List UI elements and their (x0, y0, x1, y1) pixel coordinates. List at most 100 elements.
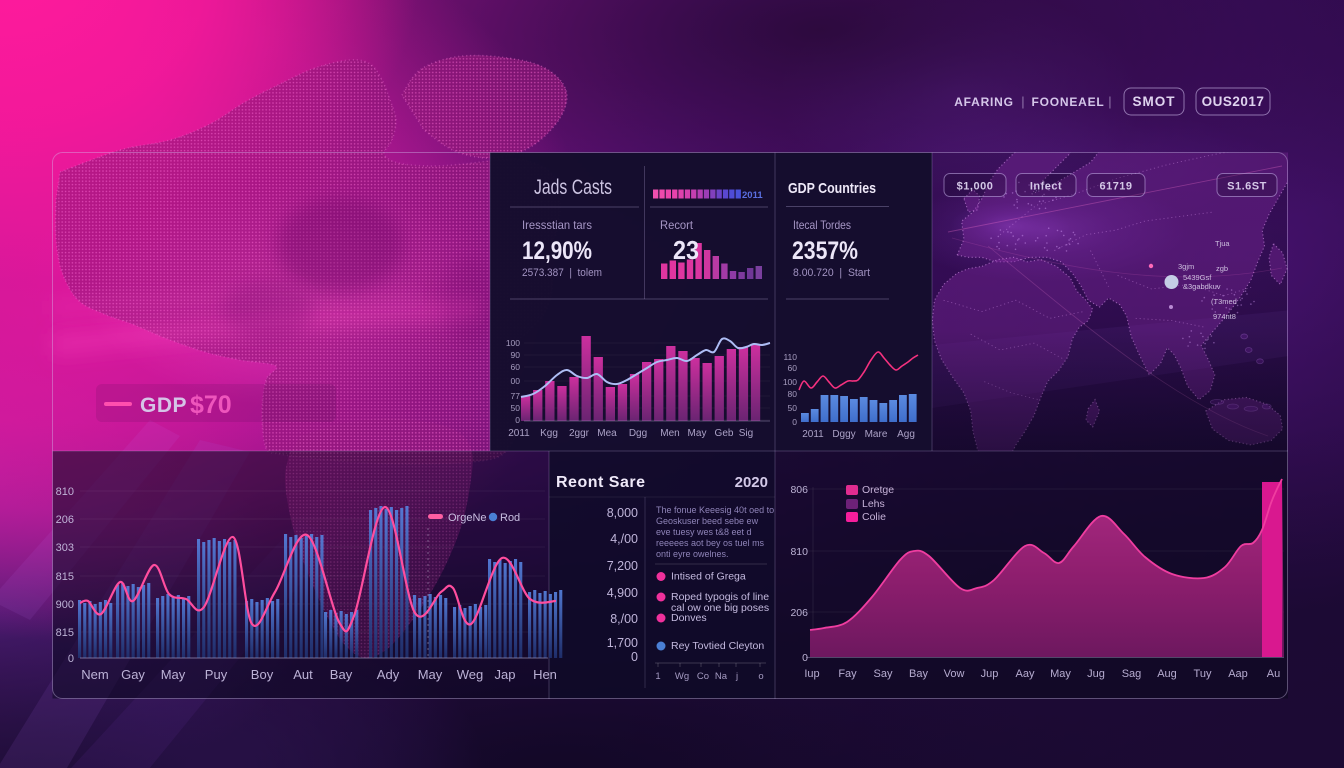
svg-text:80: 80 (788, 389, 798, 399)
svg-text:Puy: Puy (205, 667, 228, 682)
svg-text:206: 206 (790, 607, 808, 619)
svg-text:Aut: Aut (293, 667, 313, 682)
svg-text:Vow: Vow (944, 668, 965, 680)
svg-text:SMOT: SMOT (1133, 94, 1176, 109)
svg-text:May: May (161, 667, 186, 682)
svg-text:810: 810 (790, 546, 808, 558)
svg-text:900: 900 (56, 599, 74, 611)
svg-text:Tjua: Tjua (1215, 239, 1230, 248)
svg-text:|: | (1021, 94, 1024, 109)
svg-text:Recort: Recort (660, 218, 694, 232)
svg-text:GDP Countries: GDP Countries (788, 180, 876, 197)
svg-text:1,700: 1,700 (607, 636, 638, 650)
svg-text:Jup: Jup (981, 668, 999, 680)
svg-text:Dgg: Dgg (629, 428, 647, 439)
svg-text:8,/00: 8,/00 (610, 612, 638, 626)
svg-text:S1.6ST: S1.6ST (1227, 181, 1267, 193)
svg-text:1: 1 (655, 671, 660, 682)
svg-text:61719: 61719 (1099, 181, 1132, 193)
svg-text:onti eyre owelnes.: onti eyre owelnes. (656, 549, 729, 559)
svg-text:0: 0 (802, 652, 808, 664)
svg-text:OrgeNe: OrgeNe (448, 512, 487, 524)
svg-text:4,/00: 4,/00 (610, 532, 638, 546)
svg-text:2020: 2020 (735, 474, 768, 491)
svg-text:Colie: Colie (862, 511, 886, 523)
svg-text:90: 90 (511, 350, 521, 360)
svg-text:5439Gsf: 5439Gsf (1183, 273, 1212, 282)
svg-text:Boy: Boy (251, 667, 274, 682)
svg-text:Oretge: Oretge (862, 484, 894, 496)
svg-text:50: 50 (788, 403, 798, 413)
svg-text:Jads Casts: Jads Casts (534, 176, 612, 199)
svg-text:0: 0 (631, 650, 638, 664)
svg-text:3gjm: 3gjm (1178, 262, 1194, 271)
svg-text:Mare: Mare (865, 429, 888, 440)
svg-text:May: May (688, 428, 707, 439)
svg-text:FOONEAEL: FOONEAEL (1031, 95, 1104, 109)
svg-text:(T3med: (T3med (1211, 297, 1237, 306)
svg-text:Infect: Infect (1030, 181, 1062, 193)
svg-text:Ady: Ady (377, 667, 400, 682)
svg-text:Co: Co (697, 671, 709, 682)
svg-text:$70: $70 (190, 391, 232, 419)
svg-text:$1,000: $1,000 (957, 181, 994, 193)
svg-text:Au: Au (1267, 668, 1280, 680)
svg-text:Mea: Mea (597, 428, 617, 439)
svg-text:Say: Say (874, 668, 893, 680)
svg-text:815: 815 (56, 571, 74, 583)
svg-text:0: 0 (515, 415, 520, 425)
svg-text:zgb: zgb (1216, 264, 1228, 273)
svg-text:50: 50 (511, 403, 521, 413)
svg-text:8.00.720 | Start: 8.00.720 | Start (793, 267, 870, 279)
svg-text:0: 0 (68, 653, 74, 665)
svg-text:Tuy: Tuy (1194, 668, 1212, 680)
svg-text:Dggy: Dggy (832, 429, 855, 440)
svg-text:Reont Sare: Reont Sare (556, 474, 645, 491)
svg-text:0: 0 (792, 417, 797, 427)
svg-text:Bay: Bay (330, 667, 353, 682)
svg-text:Weg: Weg (457, 667, 484, 682)
svg-text:Rod: Rod (500, 512, 520, 524)
svg-text:eve tuesy wes t&8 eet d: eve tuesy wes t&8 eet d (656, 527, 752, 537)
svg-text:77: 77 (511, 391, 521, 401)
svg-text:110: 110 (783, 352, 797, 362)
svg-text:Geoskuser beed sebe ew: Geoskuser beed sebe ew (656, 516, 759, 526)
svg-text:Men: Men (660, 428, 679, 439)
svg-text:cal ow one big poses: cal ow one big poses (671, 602, 769, 614)
svg-text:810: 810 (56, 486, 74, 498)
svg-text:7,200: 7,200 (607, 559, 638, 573)
svg-text:Agg: Agg (897, 429, 915, 440)
svg-text:&3gabdkuv: &3gabdkuv (1183, 282, 1221, 291)
svg-text:Roped typogis of line: Roped typogis of line (671, 591, 769, 603)
svg-text:May: May (418, 667, 443, 682)
svg-text:Geb: Geb (715, 428, 734, 439)
svg-text:2011: 2011 (802, 429, 824, 440)
svg-text:reeeees aot bey os tuel ms: reeeees aot bey os tuel ms (656, 538, 765, 548)
svg-text:Donves: Donves (671, 612, 707, 624)
svg-text:00: 00 (511, 376, 521, 386)
svg-text:60: 60 (788, 363, 798, 373)
svg-text:Aug: Aug (1157, 668, 1177, 680)
svg-text:Nem: Nem (81, 667, 108, 682)
svg-text:12,90%: 12,90% (522, 237, 592, 265)
svg-text:Intised of Grega: Intised of Grega (671, 571, 746, 583)
svg-text:Rey Tovtied Cleyton: Rey Tovtied Cleyton (671, 640, 764, 652)
svg-text:Iup: Iup (804, 668, 819, 680)
svg-text:Na: Na (715, 671, 728, 682)
svg-text:23: 23 (673, 235, 699, 265)
svg-text:OUS2017: OUS2017 (1202, 94, 1265, 109)
svg-text:Jap: Jap (495, 667, 516, 682)
svg-text:Sag: Sag (1122, 668, 1142, 680)
svg-text:Fay: Fay (838, 668, 857, 680)
svg-text:Kgg: Kgg (540, 428, 558, 439)
svg-text:2011: 2011 (508, 428, 530, 439)
svg-text:o: o (758, 671, 763, 682)
svg-text:815: 815 (56, 627, 74, 639)
svg-text:AFARING: AFARING (954, 95, 1014, 109)
svg-text:100: 100 (783, 377, 797, 387)
svg-text:Gay: Gay (121, 667, 145, 682)
svg-text:Bay: Bay (909, 668, 928, 680)
svg-text:Aap: Aap (1228, 668, 1248, 680)
svg-text:100: 100 (506, 338, 520, 348)
svg-text:May: May (1050, 668, 1071, 680)
